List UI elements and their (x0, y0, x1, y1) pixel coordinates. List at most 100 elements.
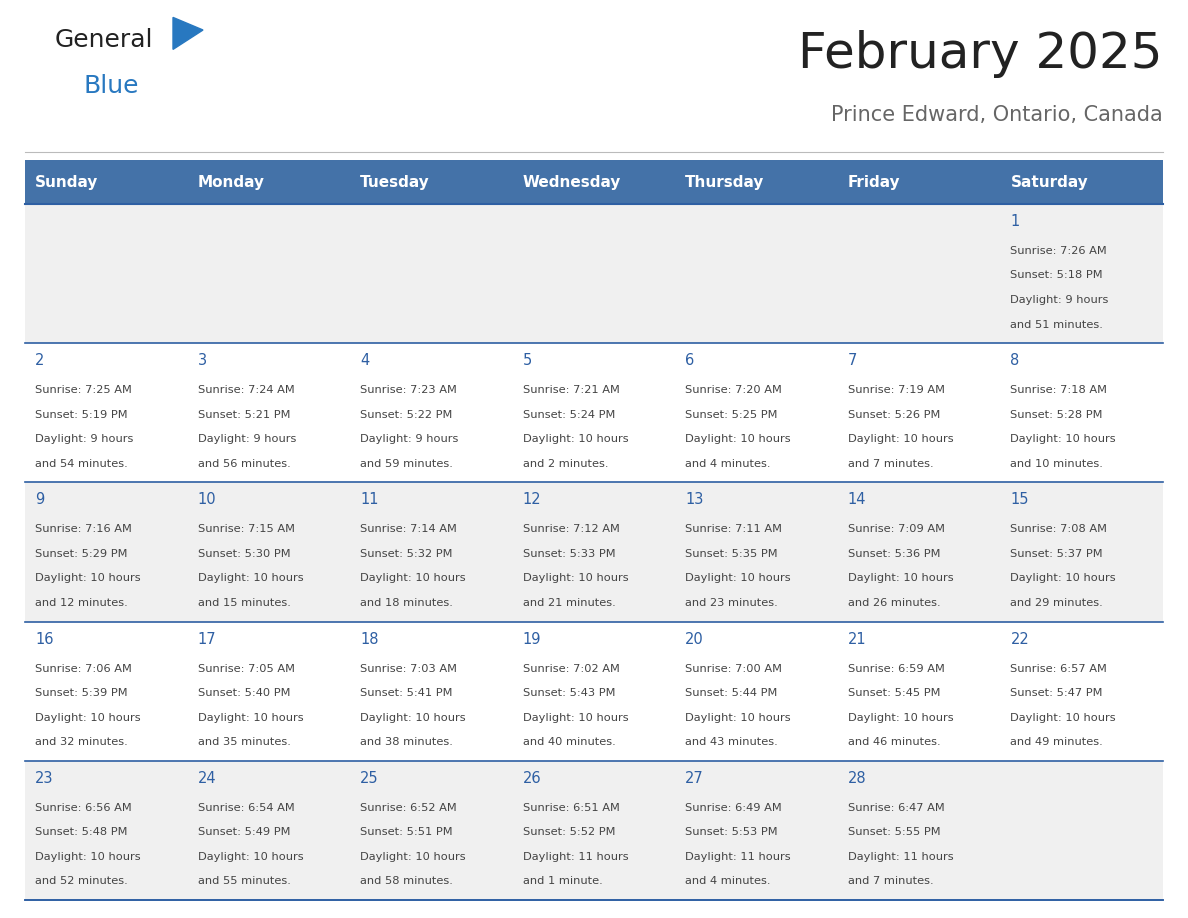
Text: Sunset: 5:36 PM: Sunset: 5:36 PM (848, 549, 941, 559)
Bar (350, 482, 513, 621)
Text: 23: 23 (34, 771, 53, 786)
Bar (1000, 761, 1163, 900)
Text: and 23 minutes.: and 23 minutes. (685, 598, 778, 608)
Text: 10: 10 (197, 492, 216, 508)
Bar (838, 621, 1000, 761)
Bar (513, 204, 675, 343)
Text: Sunrise: 7:02 AM: Sunrise: 7:02 AM (523, 664, 620, 674)
Text: 3: 3 (197, 353, 207, 368)
Text: and 52 minutes.: and 52 minutes. (34, 877, 128, 886)
Bar (675, 343, 838, 482)
Text: and 46 minutes.: and 46 minutes. (848, 737, 941, 747)
Text: and 35 minutes.: and 35 minutes. (197, 737, 290, 747)
Text: and 29 minutes.: and 29 minutes. (1011, 598, 1104, 608)
Text: Daylight: 10 hours: Daylight: 10 hours (197, 574, 303, 584)
Bar (513, 482, 675, 621)
Text: Sunset: 5:37 PM: Sunset: 5:37 PM (1011, 549, 1102, 559)
Bar (1000, 482, 1163, 621)
Text: Sunset: 5:25 PM: Sunset: 5:25 PM (685, 409, 778, 420)
Text: and 38 minutes.: and 38 minutes. (360, 737, 453, 747)
Text: 1: 1 (1011, 214, 1019, 229)
Text: Sunset: 5:45 PM: Sunset: 5:45 PM (848, 688, 941, 698)
Bar (25, 621, 188, 761)
Text: Sunrise: 7:21 AM: Sunrise: 7:21 AM (523, 386, 620, 396)
Text: Sunset: 5:26 PM: Sunset: 5:26 PM (848, 409, 940, 420)
Text: 15: 15 (1011, 492, 1029, 508)
Text: Sunset: 5:39 PM: Sunset: 5:39 PM (34, 688, 127, 698)
Bar (675, 204, 838, 343)
Text: Sunset: 5:28 PM: Sunset: 5:28 PM (1011, 409, 1102, 420)
Bar (838, 761, 1000, 900)
Text: and 55 minutes.: and 55 minutes. (197, 877, 290, 886)
Bar (838, 482, 1000, 621)
Text: 2: 2 (34, 353, 44, 368)
Bar (513, 160, 675, 204)
Bar (675, 160, 838, 204)
Text: Sunset: 5:30 PM: Sunset: 5:30 PM (197, 549, 290, 559)
Bar (513, 621, 675, 761)
Text: 27: 27 (685, 771, 704, 786)
Text: Monday: Monday (197, 174, 265, 189)
Text: Sunrise: 7:20 AM: Sunrise: 7:20 AM (685, 386, 782, 396)
Bar (513, 343, 675, 482)
Text: Sunrise: 7:14 AM: Sunrise: 7:14 AM (360, 524, 457, 534)
Text: Sunrise: 7:05 AM: Sunrise: 7:05 AM (197, 664, 295, 674)
Text: Sunrise: 7:09 AM: Sunrise: 7:09 AM (848, 524, 944, 534)
Text: and 58 minutes.: and 58 minutes. (360, 877, 453, 886)
Bar (1000, 160, 1163, 204)
Text: Sunrise: 7:00 AM: Sunrise: 7:00 AM (685, 664, 782, 674)
Text: 12: 12 (523, 492, 542, 508)
Bar (188, 761, 350, 900)
Text: 6: 6 (685, 353, 695, 368)
Text: Sunrise: 6:59 AM: Sunrise: 6:59 AM (848, 664, 944, 674)
Text: and 59 minutes.: and 59 minutes. (360, 459, 453, 469)
Text: Blue: Blue (83, 74, 139, 98)
Bar (25, 204, 188, 343)
Text: Sunset: 5:49 PM: Sunset: 5:49 PM (197, 827, 290, 837)
Bar (838, 160, 1000, 204)
Text: 5: 5 (523, 353, 532, 368)
Text: 20: 20 (685, 632, 704, 646)
Text: and 26 minutes.: and 26 minutes. (848, 598, 941, 608)
Text: Sunset: 5:33 PM: Sunset: 5:33 PM (523, 549, 615, 559)
Text: Sunrise: 6:51 AM: Sunrise: 6:51 AM (523, 803, 620, 812)
Text: 22: 22 (1011, 632, 1029, 646)
Text: and 56 minutes.: and 56 minutes. (197, 459, 290, 469)
Text: and 40 minutes.: and 40 minutes. (523, 737, 615, 747)
Text: General: General (55, 28, 153, 52)
Text: 25: 25 (360, 771, 379, 786)
Text: 16: 16 (34, 632, 53, 646)
Bar (675, 482, 838, 621)
Text: and 1 minute.: and 1 minute. (523, 877, 602, 886)
Text: and 15 minutes.: and 15 minutes. (197, 598, 290, 608)
Text: Daylight: 10 hours: Daylight: 10 hours (523, 434, 628, 444)
Text: Daylight: 10 hours: Daylight: 10 hours (685, 434, 791, 444)
Text: Friday: Friday (848, 174, 901, 189)
Bar (1000, 343, 1163, 482)
Bar (188, 160, 350, 204)
Text: Daylight: 10 hours: Daylight: 10 hours (197, 852, 303, 862)
Bar (188, 621, 350, 761)
Text: 21: 21 (848, 632, 866, 646)
Text: Sunrise: 7:26 AM: Sunrise: 7:26 AM (1011, 246, 1107, 256)
Text: and 51 minutes.: and 51 minutes. (1011, 319, 1104, 330)
Text: and 2 minutes.: and 2 minutes. (523, 459, 608, 469)
Text: 18: 18 (360, 632, 379, 646)
Bar (513, 761, 675, 900)
Bar (350, 204, 513, 343)
Bar (675, 621, 838, 761)
Text: Saturday: Saturday (1011, 174, 1088, 189)
Text: Sunset: 5:21 PM: Sunset: 5:21 PM (197, 409, 290, 420)
Text: Sunset: 5:24 PM: Sunset: 5:24 PM (523, 409, 615, 420)
Text: Sunset: 5:32 PM: Sunset: 5:32 PM (360, 549, 453, 559)
Text: Daylight: 10 hours: Daylight: 10 hours (360, 574, 466, 584)
Bar (350, 160, 513, 204)
Text: Daylight: 10 hours: Daylight: 10 hours (34, 712, 140, 722)
Bar (188, 482, 350, 621)
Text: Daylight: 9 hours: Daylight: 9 hours (34, 434, 133, 444)
Text: Sunrise: 6:49 AM: Sunrise: 6:49 AM (685, 803, 782, 812)
Text: Daylight: 10 hours: Daylight: 10 hours (1011, 434, 1116, 444)
Text: Sunset: 5:18 PM: Sunset: 5:18 PM (1011, 271, 1102, 281)
Text: Daylight: 10 hours: Daylight: 10 hours (197, 712, 303, 722)
Text: Daylight: 10 hours: Daylight: 10 hours (34, 574, 140, 584)
